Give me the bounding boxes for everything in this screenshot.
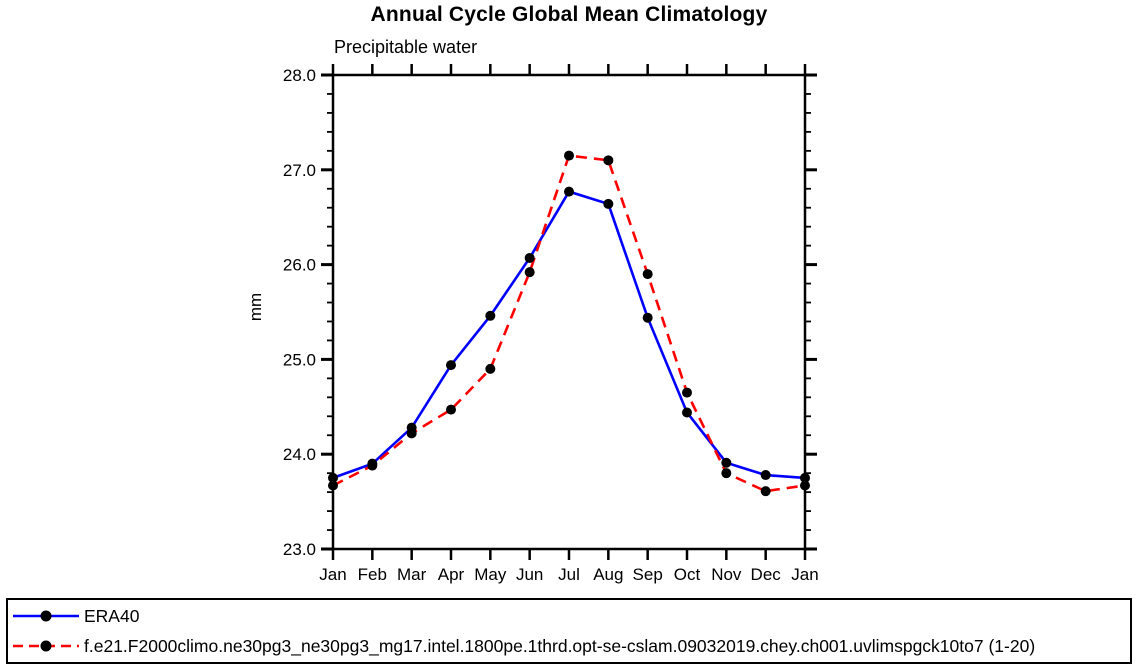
data-point-1 [564, 150, 574, 161]
data-point-0 [642, 312, 653, 323]
data-point-0 [800, 472, 810, 483]
plot-frame [331, 73, 807, 551]
legend: ERA40 f.e21.F2000climo.ne30pg3_ne30pg3_m… [6, 598, 1132, 664]
y-tick-label: 24.0 [283, 445, 316, 464]
data-point-1 [760, 486, 771, 497]
data-point-1 [800, 480, 810, 491]
data-point-1 [603, 155, 614, 166]
x-tick-label: Aug [593, 565, 623, 584]
y-tick-label: 27.0 [283, 161, 316, 180]
x-tick-label: Feb [358, 565, 387, 584]
legend-label-model: f.e21.F2000climo.ne30pg3_ne30pg3_mg17.in… [84, 635, 1036, 656]
legend-item-era40: ERA40 [10, 602, 1130, 630]
x-tick-label: Nov [711, 565, 742, 584]
chart-title: Annual Cycle Global Mean Climatology [370, 3, 768, 26]
data-point-1 [524, 267, 535, 278]
data-point-0 [524, 252, 535, 263]
data-point-0 [564, 186, 574, 197]
data-point-1 [446, 404, 456, 415]
data-point-0 [328, 472, 338, 483]
x-tick-label: Jun [516, 565, 543, 584]
legend-marker-dot [40, 610, 52, 622]
data-point-1 [367, 460, 378, 471]
data-point-1 [328, 480, 338, 491]
x-tick-label: Dec [751, 565, 782, 584]
data-point-0 [721, 457, 732, 468]
data-point-0 [603, 198, 614, 209]
series-line-0 [332, 190, 806, 480]
data-point-1 [682, 387, 692, 398]
x-tick-label: Jan [319, 565, 346, 584]
data-point-0 [446, 360, 456, 371]
legend-marker-dot [40, 640, 52, 652]
x-tick-label: Mar [397, 565, 427, 584]
legend-line-sample-dashed [13, 640, 79, 652]
data-point-0 [682, 407, 692, 418]
x-tick-label: Apr [438, 565, 465, 584]
data-point-0 [760, 470, 771, 481]
data-point-1 [721, 468, 732, 479]
x-tick-label: May [474, 565, 507, 584]
data-point-1 [485, 363, 496, 374]
x-tick-label: Sep [633, 565, 663, 584]
y-tick-label: 23.0 [283, 540, 316, 559]
x-tick-label: Jan [791, 565, 818, 584]
series-line-1 [332, 154, 806, 493]
data-point-0 [485, 310, 496, 321]
data-point-1 [406, 428, 417, 439]
y-tick-label: 26.0 [283, 256, 316, 275]
legend-line-sample-solid [13, 610, 79, 622]
legend-item-model: f.e21.F2000climo.ne30pg3_ne30pg3_mg17.in… [10, 632, 1130, 660]
chart-subtitle: Precipitable water [334, 37, 478, 57]
x-tick-label: Jul [558, 565, 580, 584]
legend-label-era40: ERA40 [84, 605, 140, 626]
y-tick-label: 25.0 [283, 350, 316, 369]
data-point-1 [642, 269, 653, 280]
y-tick-label: 28.0 [283, 66, 316, 85]
x-tick-label: Oct [674, 565, 701, 584]
